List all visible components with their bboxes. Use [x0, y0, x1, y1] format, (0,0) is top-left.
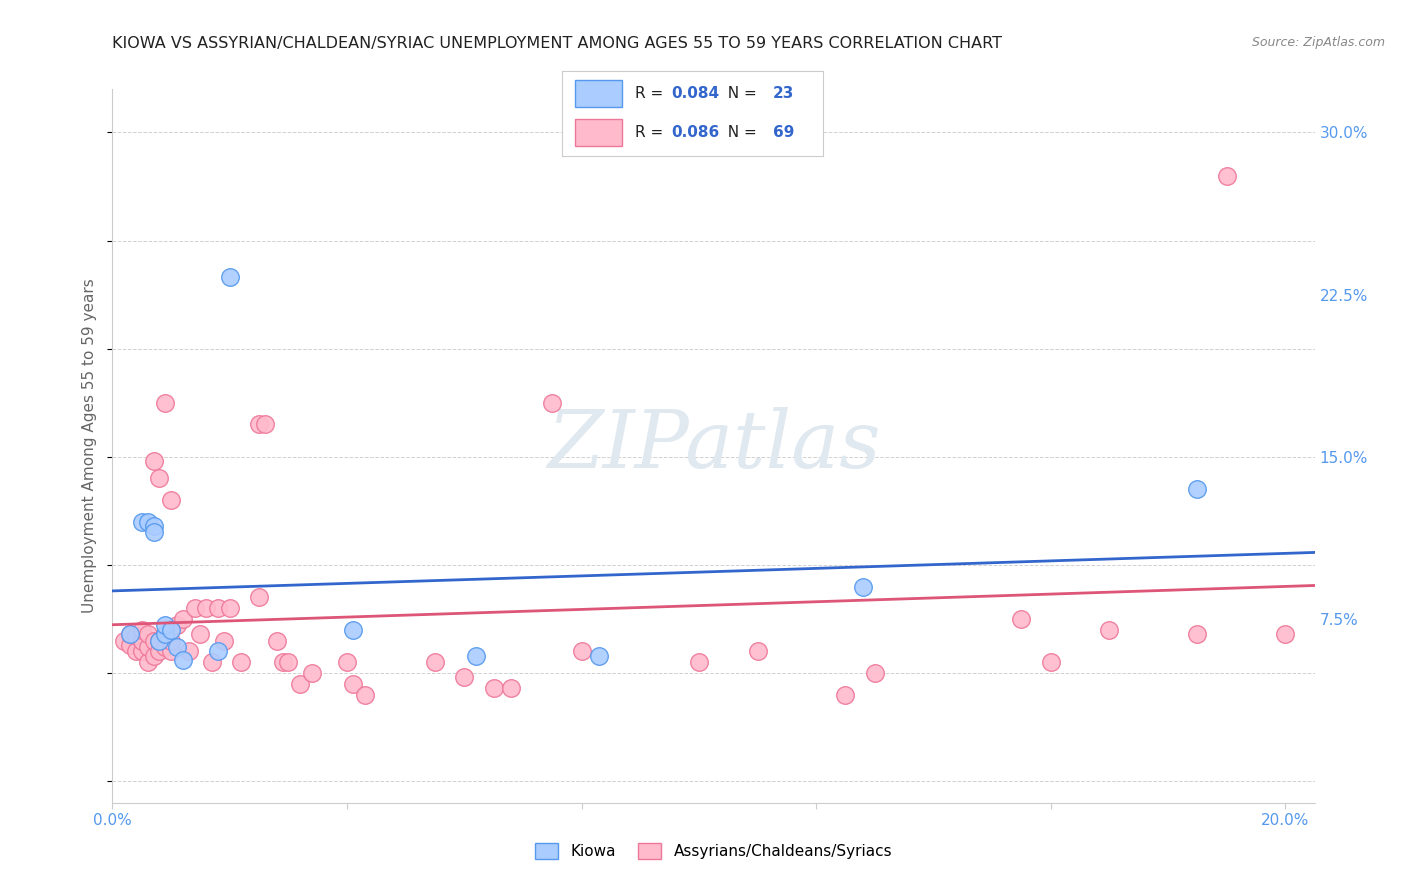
Point	[120, 638, 142, 652]
Point	[148, 633, 170, 648]
Point	[148, 644, 170, 658]
Point	[834, 688, 856, 702]
Point	[271, 655, 294, 669]
Point	[148, 471, 170, 485]
Point	[465, 648, 488, 663]
Point	[142, 519, 165, 533]
Text: KIOWA VS ASSYRIAN/CHALDEAN/SYRIAC UNEMPLOYMENT AMONG AGES 55 TO 59 YEARS CORRELA: KIOWA VS ASSYRIAN/CHALDEAN/SYRIAC UNEMPL…	[112, 36, 1002, 51]
Point	[1010, 612, 1032, 626]
Text: N =: N =	[718, 86, 762, 101]
Point	[160, 644, 183, 658]
Point	[136, 655, 159, 669]
Text: Source: ZipAtlas.com: Source: ZipAtlas.com	[1251, 36, 1385, 49]
Point	[482, 681, 505, 696]
Point	[212, 633, 235, 648]
Point	[155, 396, 177, 410]
Point	[172, 612, 194, 626]
Point	[190, 627, 212, 641]
Text: 0.086: 0.086	[672, 125, 720, 140]
Point	[541, 396, 564, 410]
Point	[342, 623, 364, 637]
Point	[1187, 627, 1209, 641]
Point	[131, 644, 153, 658]
Point	[155, 640, 177, 654]
Point	[247, 417, 270, 432]
Point	[183, 601, 205, 615]
Point	[160, 623, 183, 637]
Point	[266, 633, 288, 648]
Point	[588, 648, 610, 663]
Point	[166, 618, 188, 632]
Point	[148, 633, 170, 648]
Point	[125, 629, 148, 643]
Point	[160, 633, 183, 648]
Point	[336, 655, 359, 669]
Point	[1274, 627, 1296, 641]
Point	[201, 655, 224, 669]
Y-axis label: Unemployment Among Ages 55 to 59 years: Unemployment Among Ages 55 to 59 years	[82, 278, 97, 614]
Point	[142, 525, 165, 540]
Point	[155, 618, 177, 632]
Point	[120, 627, 142, 641]
Point	[253, 417, 276, 432]
Text: 69: 69	[773, 125, 794, 140]
Point	[342, 677, 364, 691]
Point	[277, 655, 299, 669]
Point	[453, 670, 475, 684]
Point	[131, 633, 153, 648]
Bar	[575, 119, 623, 146]
Point	[195, 601, 218, 615]
Point	[688, 655, 710, 669]
Point	[247, 591, 270, 605]
Text: R =: R =	[636, 125, 668, 140]
Point	[301, 666, 323, 681]
Point	[1039, 655, 1062, 669]
Point	[160, 493, 183, 508]
Point	[231, 655, 253, 669]
Text: N =: N =	[718, 125, 762, 140]
Text: 0.084: 0.084	[672, 86, 720, 101]
Point	[218, 270, 240, 285]
Point	[353, 688, 375, 702]
Point	[207, 601, 229, 615]
Text: ZIPatlas: ZIPatlas	[547, 408, 880, 484]
Point	[423, 655, 446, 669]
Point	[571, 644, 593, 658]
Point	[142, 633, 165, 648]
Point	[177, 644, 200, 658]
Point	[1215, 169, 1237, 183]
Point	[131, 623, 153, 637]
Point	[288, 677, 311, 691]
Text: 23: 23	[773, 86, 794, 101]
Point	[852, 580, 875, 594]
Point	[136, 640, 159, 654]
Point	[166, 640, 188, 654]
Point	[112, 633, 135, 648]
Point	[142, 454, 165, 468]
Legend: Kiowa, Assyrians/Chaldeans/Syriacs: Kiowa, Assyrians/Chaldeans/Syriacs	[527, 835, 900, 866]
Point	[155, 627, 177, 641]
Point	[136, 515, 159, 529]
Point	[1187, 482, 1209, 496]
Point	[172, 653, 194, 667]
Point	[501, 681, 523, 696]
Point	[136, 627, 159, 641]
Point	[142, 648, 165, 663]
Text: R =: R =	[636, 86, 668, 101]
Bar	[575, 80, 623, 107]
Point	[747, 644, 769, 658]
Point	[1098, 623, 1121, 637]
Point	[218, 601, 240, 615]
Point	[120, 627, 142, 641]
Point	[863, 666, 886, 681]
Point	[125, 644, 148, 658]
Point	[207, 644, 229, 658]
Point	[131, 515, 153, 529]
